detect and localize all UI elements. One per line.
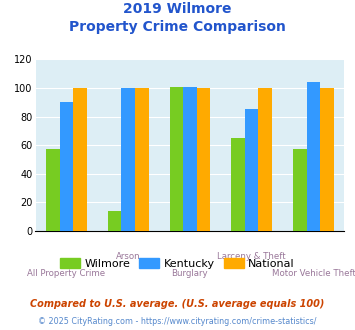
Legend: Wilmore, Kentucky, National: Wilmore, Kentucky, National	[56, 254, 299, 273]
Bar	[183, 86, 197, 231]
Text: Property Crime Comparison: Property Crime Comparison	[69, 20, 286, 34]
Bar	[245, 110, 258, 231]
Text: Burglary: Burglary	[171, 269, 208, 278]
Bar	[258, 88, 272, 231]
Bar	[73, 88, 87, 231]
Bar	[293, 149, 307, 231]
Bar	[46, 149, 60, 231]
Bar	[60, 102, 73, 231]
Bar	[121, 88, 135, 231]
Bar	[320, 88, 334, 231]
Bar	[197, 88, 210, 231]
Bar	[108, 211, 121, 231]
Bar	[135, 88, 148, 231]
Text: All Property Crime: All Property Crime	[27, 269, 105, 278]
Bar	[231, 138, 245, 231]
Text: Arson: Arson	[116, 252, 141, 261]
Text: Motor Vehicle Theft: Motor Vehicle Theft	[272, 269, 355, 278]
Text: Compared to U.S. average. (U.S. average equals 100): Compared to U.S. average. (U.S. average …	[30, 299, 325, 309]
Text: Larceny & Theft: Larceny & Theft	[217, 252, 286, 261]
Text: 2019 Wilmore: 2019 Wilmore	[123, 2, 232, 16]
Text: © 2025 CityRating.com - https://www.cityrating.com/crime-statistics/: © 2025 CityRating.com - https://www.city…	[38, 317, 317, 326]
Bar	[307, 82, 320, 231]
Bar	[170, 86, 183, 231]
